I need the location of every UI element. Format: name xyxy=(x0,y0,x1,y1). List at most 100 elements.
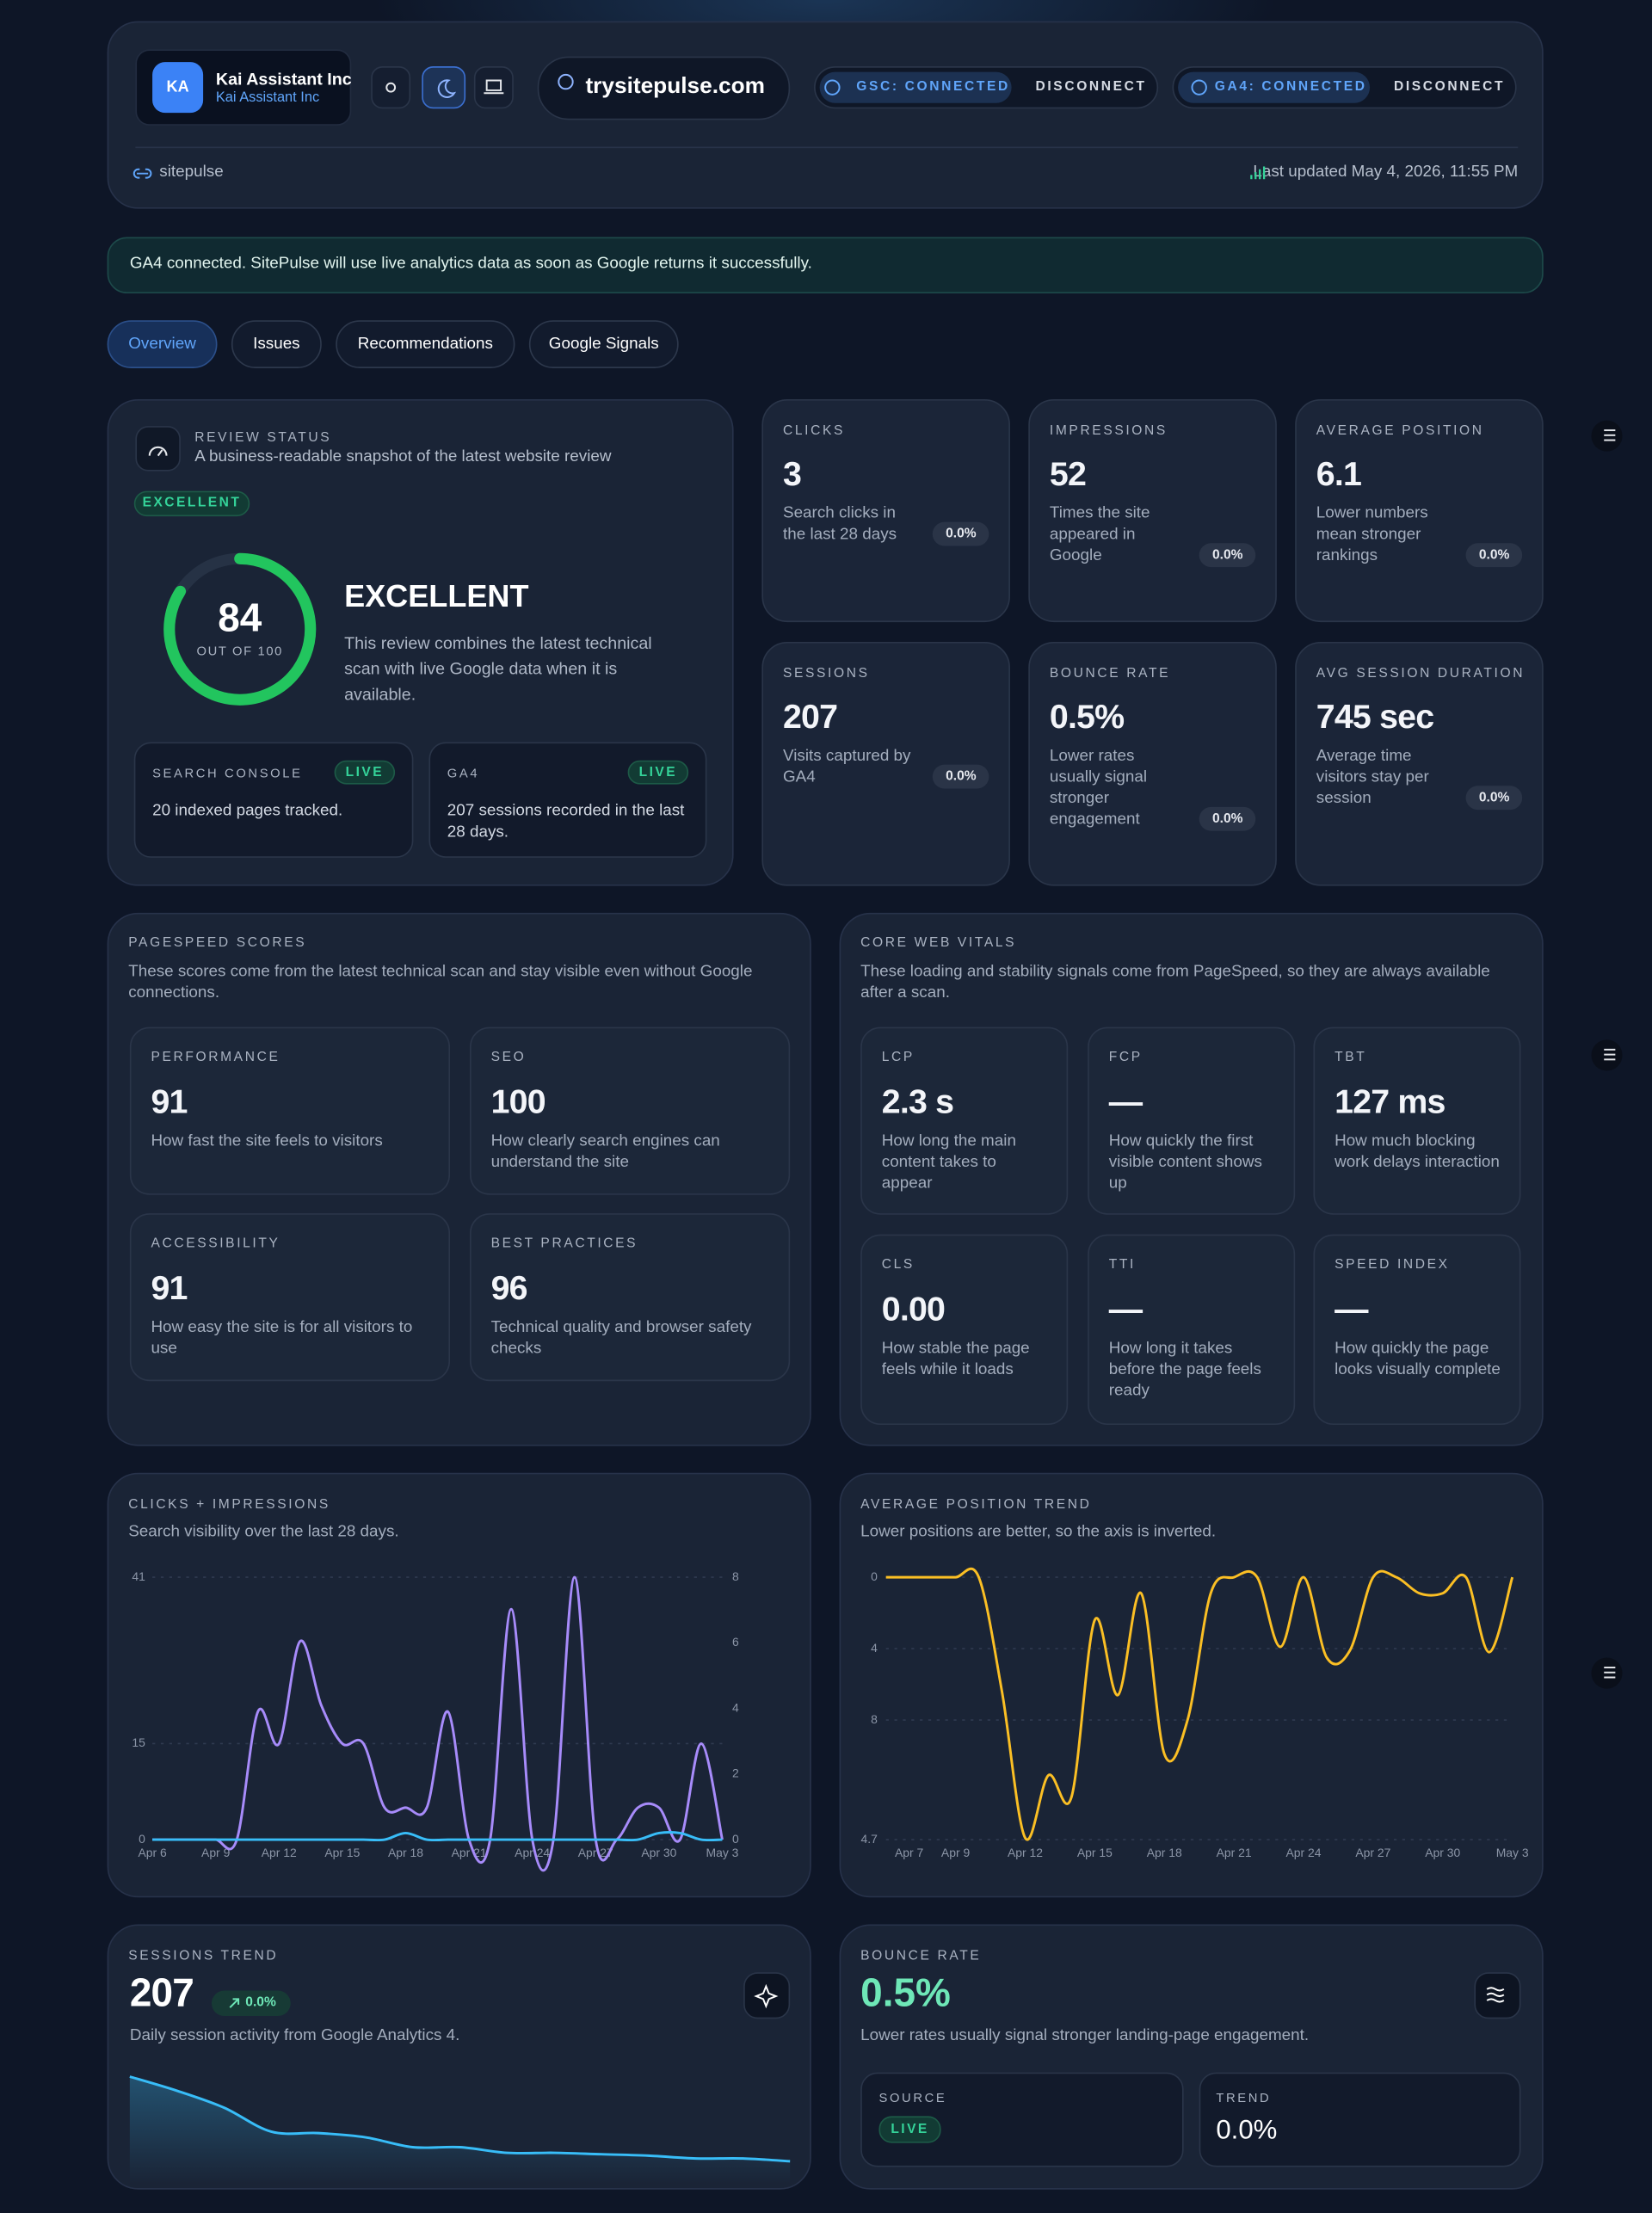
tab[interactable]: Overview xyxy=(107,320,218,368)
side-button[interactable] xyxy=(1591,1039,1623,1071)
metric-body: Average time visitors stay per session 0.… xyxy=(1316,746,1523,811)
metric-card xyxy=(1295,642,1544,886)
score-card-description: How quickly the first visible content sh… xyxy=(1108,1132,1262,1193)
score-card xyxy=(1088,1234,1296,1426)
source-label: SEARCH CONSOLE xyxy=(152,766,303,780)
review-label: REVIEW STATUS xyxy=(194,430,332,447)
metric-label: AVG SESSION DURATION xyxy=(1316,665,1526,681)
sessions-action[interactable] xyxy=(743,1972,791,2019)
metric-label: IMPRESSIONS xyxy=(1049,422,1168,439)
org-name: Kai Assistant Inc xyxy=(215,69,352,89)
domain-pill xyxy=(537,56,791,120)
source-text: 20 indexed pages tracked. xyxy=(152,802,343,820)
theme-dark-button[interactable] xyxy=(422,66,466,109)
review-heading: EXCELLENT xyxy=(344,578,529,614)
score-card-value: — xyxy=(1108,1083,1143,1122)
score-card xyxy=(860,1026,1069,1215)
score-card-description: How much blocking work delays interactio… xyxy=(1335,1132,1500,1171)
gsc-disconnect[interactable]: DISCONNECT xyxy=(1035,78,1147,95)
metric-card xyxy=(1028,399,1277,623)
score-card xyxy=(860,1234,1069,1426)
bounce-title: BOUNCE RATE xyxy=(860,1948,982,1964)
chart-card xyxy=(107,1924,811,2190)
score-card-label: BEST PRACTICES xyxy=(490,1236,638,1252)
pagespeed-description: These scores come from the latest techni… xyxy=(128,963,753,1002)
metric-value: 0.5% xyxy=(1049,698,1125,737)
cwv-title: CORE WEB VITALS xyxy=(860,935,1017,952)
score-card-description: How easy the site is for all visitors to… xyxy=(151,1319,413,1358)
metric-value: 6.1 xyxy=(1316,455,1362,494)
tab[interactable]: Google Signals xyxy=(528,320,679,368)
tab[interactable]: Recommendations xyxy=(336,320,515,368)
score-card-description: How long it takes before the page feels … xyxy=(1108,1340,1261,1400)
score-card-value: — xyxy=(1108,1291,1143,1329)
sessions-delta: 0.0% xyxy=(211,1990,291,2017)
bounce-action[interactable] xyxy=(1474,1972,1521,2019)
bounce-value: 0.5% xyxy=(860,1970,951,2015)
trend-label: TREND xyxy=(1216,2090,1272,2105)
score-card xyxy=(1088,1026,1296,1215)
chart-title: AVERAGE POSITION TREND xyxy=(860,1496,1092,1513)
domain: trysitepulse.com xyxy=(585,74,765,99)
source-label: SOURCE xyxy=(878,2090,947,2105)
ga4-status: GA4: CONNECTED xyxy=(1214,78,1367,95)
pagespeed-title: PAGESPEED SCORES xyxy=(128,935,307,952)
divider xyxy=(135,146,1519,149)
theme-system-button[interactable] xyxy=(473,66,514,109)
score-card xyxy=(469,1213,791,1382)
score-card-label: LCP xyxy=(881,1049,915,1065)
score-card xyxy=(129,1026,451,1195)
chart-subtitle: Search visibility over the last 28 days. xyxy=(128,1523,399,1541)
metric-body: Search clicks in the last 28 days 0.0% xyxy=(783,503,989,546)
score-card-value: 91 xyxy=(151,1269,188,1308)
metric-label: SESSIONS xyxy=(782,665,870,681)
sessions-value: 207 xyxy=(129,1970,194,2015)
score-card-label: ACCESSIBILITY xyxy=(151,1236,280,1252)
banner xyxy=(107,237,1544,294)
last-updated: Last updated May 4, 2026, 11:55 PM xyxy=(1253,163,1519,181)
score-card-label: TTI xyxy=(1108,1256,1136,1273)
metric-body: Lower rates usually signal stronger enga… xyxy=(1049,746,1256,831)
metric-card xyxy=(761,642,1010,886)
org-sub: Kai Assistant Inc xyxy=(215,89,320,106)
score-card-description: Technical quality and browser safety che… xyxy=(490,1319,752,1358)
side-button[interactable] xyxy=(1591,1657,1623,1689)
score-card xyxy=(1313,1026,1521,1215)
tab[interactable]: Issues xyxy=(231,320,322,368)
metric-body: Lower numbers mean stronger rankings 0.0% xyxy=(1316,503,1523,568)
score-card-value: 96 xyxy=(490,1269,528,1308)
cwv-description: These loading and stability signals come… xyxy=(860,963,1490,1002)
score-card-label: TBT xyxy=(1335,1049,1367,1065)
metric-card xyxy=(1295,399,1544,623)
metric-description: Visits captured by GA4 xyxy=(782,747,911,786)
metric-delta: 0.0% xyxy=(1199,543,1256,568)
score-card-description: How clearly search engines can understan… xyxy=(490,1132,720,1171)
avatar: KA xyxy=(152,62,204,114)
score-card xyxy=(469,1026,791,1195)
metric-label: CLICKS xyxy=(782,422,846,439)
sessions-subtitle: Daily session activity from Google Analy… xyxy=(129,2027,460,2044)
score-card-label: SPEED INDEX xyxy=(1335,1256,1450,1273)
score-card-value: 127 ms xyxy=(1335,1083,1446,1122)
metric-value: 52 xyxy=(1049,455,1087,494)
trend-card xyxy=(1199,2072,1521,2167)
metric-description: Average time visitors stay per session xyxy=(1316,747,1429,807)
score-card-label: PERFORMANCE xyxy=(151,1049,280,1065)
score-card-description: How stable the page feels while it loads xyxy=(881,1340,1030,1378)
score-card-description: How fast the site feels to visitors xyxy=(151,1132,383,1150)
side-button[interactable] xyxy=(1591,420,1623,452)
score-card-value: 91 xyxy=(151,1083,188,1122)
metric-label: BOUNCE RATE xyxy=(1049,665,1171,681)
ga4-disconnect[interactable]: DISCONNECT xyxy=(1393,78,1506,95)
bounce-description: Lower rates usually signal stronger land… xyxy=(860,2027,1310,2044)
metric-delta: 0.0% xyxy=(1466,786,1523,811)
source-status: LIVE xyxy=(627,760,689,785)
theme-light-button[interactable] xyxy=(371,66,411,109)
score-card-label: CLS xyxy=(881,1256,915,1273)
score-card-value: — xyxy=(1335,1291,1368,1329)
metric-description: Times the site appeared in Google xyxy=(1049,504,1150,564)
banner-text: GA4 connected. SitePulse will use live a… xyxy=(129,255,812,273)
chart-subtitle: Lower positions are better, so the axis … xyxy=(860,1523,1217,1541)
metric-description: Lower rates usually signal stronger enga… xyxy=(1049,747,1148,829)
